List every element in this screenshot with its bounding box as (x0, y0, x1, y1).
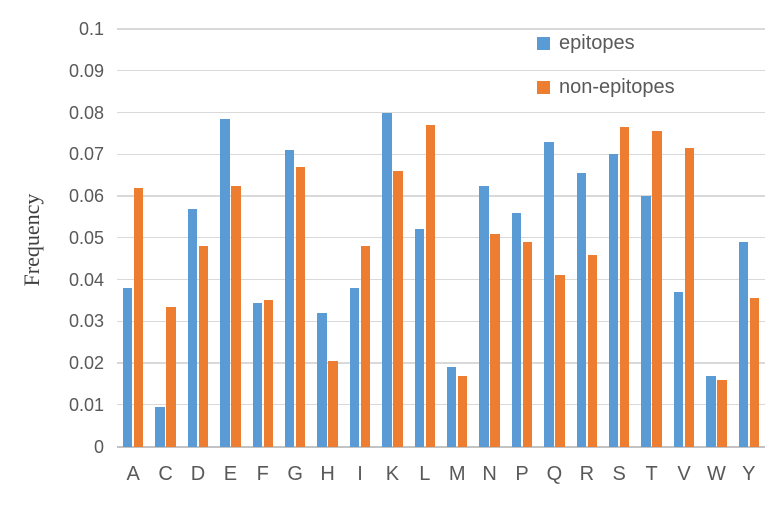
x-tick-label-I: I (357, 463, 363, 485)
bar-epitopes-N (479, 185, 489, 447)
non-epitopes-color-swatch (537, 80, 550, 94)
bar-non-epitopes-E (231, 185, 241, 447)
bar-epitopes-Q (544, 141, 554, 447)
x-tick-label-K: K (385, 463, 400, 485)
bar-non-epitopes-P (522, 241, 533, 447)
bar-epitopes-G (284, 150, 295, 447)
gridline (117, 153, 765, 155)
gridline (117, 404, 765, 406)
bar-non-epitopes-I (360, 246, 371, 447)
bar-epitopes-I (349, 287, 360, 447)
x-tick-label-H: H (320, 463, 335, 485)
epitopes-color-swatch (537, 36, 550, 50)
bar-non-epitopes-G (295, 166, 306, 447)
y-tick-label: 0.07 (68, 144, 104, 165)
bar-epitopes-Y (738, 241, 749, 447)
bar-epitopes-V (673, 292, 684, 447)
x-tick-label-S: S (612, 463, 626, 485)
y-tick-label: 0.06 (68, 186, 104, 206)
bar-epitopes-K (382, 112, 392, 447)
x-tick-label-W: W (706, 463, 726, 485)
bar-epitopes-D (187, 208, 198, 447)
bar-non-epitopes-K (393, 170, 403, 447)
bar-non-epitopes-L (425, 125, 435, 447)
legend-item-epitopes: epitopes (537, 33, 675, 53)
legend-label-epitopes: epitopes (559, 32, 635, 54)
bar-epitopes-C (155, 406, 165, 447)
y-tick-label: 0.09 (68, 60, 104, 81)
bar-epitopes-F (252, 302, 262, 447)
bar-non-epitopes-Y (749, 298, 760, 447)
gridline (117, 320, 765, 322)
y-tick-label: 0.04 (68, 269, 104, 290)
x-tick-label-R: R (579, 463, 595, 485)
bar-epitopes-L (414, 229, 424, 447)
x-tick-label-Q: Q (546, 463, 563, 485)
x-tick-label-Y: Y (742, 463, 756, 485)
bar-non-epitopes-W (717, 379, 727, 447)
bar-epitopes-E (220, 118, 230, 447)
bar-non-epitopes-V (684, 148, 695, 447)
x-tick-label-L: L (419, 463, 431, 485)
legend-label-non-epitopes: non-epitopes (559, 76, 675, 98)
x-tick-label-F: F (256, 463, 269, 485)
x-axis-line (117, 445, 765, 448)
bar-epitopes-T (641, 196, 651, 447)
bar-non-epitopes-F (263, 300, 273, 447)
legend-item-non-epitopes: non-epitopes (537, 77, 675, 97)
bar-non-epitopes-C (166, 306, 176, 447)
bar-non-epitopes-H (328, 360, 338, 447)
gridline (117, 28, 765, 30)
x-tick-label-G: G (287, 463, 303, 485)
bar-epitopes-P (511, 212, 522, 447)
bar-epitopes-A (122, 287, 133, 447)
bar-non-epitopes-R (587, 254, 597, 447)
x-tick-label-V: V (677, 463, 691, 485)
x-tick-label-N: N (482, 463, 497, 485)
y-tick-label: 0 (93, 436, 104, 457)
bar-non-epitopes-Q (555, 275, 565, 447)
bar-non-epitopes-M (457, 375, 468, 447)
bar-epitopes-R (576, 173, 586, 447)
bar-epitopes-W (706, 375, 716, 447)
y-tick-label: 0.03 (68, 311, 104, 332)
gridline (117, 70, 765, 72)
y-tick-label: 0.02 (68, 353, 104, 373)
x-tick-label-T: T (645, 463, 658, 485)
bar-epitopes-H (317, 312, 327, 447)
x-tick-label-C: C (158, 463, 173, 485)
gridline (117, 195, 765, 197)
x-tick-label-D: D (190, 463, 206, 485)
y-tick-label: 0.01 (68, 394, 104, 415)
gridline (117, 362, 765, 364)
bar-non-epitopes-T (652, 131, 662, 447)
bar-non-epitopes-D (198, 246, 209, 447)
y-tick-label: 0.05 (68, 227, 104, 248)
legend: epitopes non-epitopes (537, 33, 675, 121)
gridline (117, 237, 765, 239)
bar-non-epitopes-A (133, 187, 144, 447)
gridline (117, 278, 765, 281)
gridline (117, 111, 765, 114)
x-tick-label-P: P (515, 463, 529, 485)
x-tick-label-A: A (126, 463, 140, 485)
y-tick-label: 0.08 (68, 102, 104, 123)
bar-non-epitopes-N (490, 233, 500, 447)
bar-non-epitopes-S (619, 127, 630, 447)
x-tick-label-M: M (448, 463, 466, 485)
y-tick-label: 0.1 (78, 19, 104, 39)
plot-area: epitopes non-epitopes (117, 28, 765, 448)
x-tick-label-E: E (223, 463, 238, 485)
bar-epitopes-M (446, 367, 457, 447)
bar-epitopes-S (608, 154, 619, 447)
